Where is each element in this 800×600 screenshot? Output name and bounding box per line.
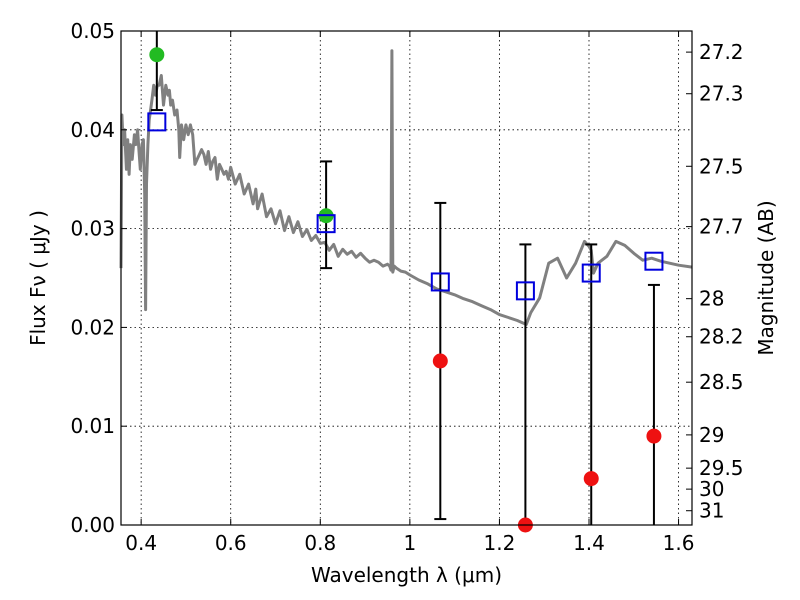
x-tick-label: 0.8 xyxy=(304,531,336,555)
model-photometry-square xyxy=(515,281,535,301)
magnitude-axis-title: Magnitude (AB) xyxy=(754,200,778,355)
y-axis-title: Flux Fν ( μJy ) xyxy=(26,210,50,346)
model-photometry-square xyxy=(147,112,167,132)
x-tick-label: 1.6 xyxy=(663,531,695,555)
model-photometry-square xyxy=(430,272,450,292)
observed-flux-point xyxy=(432,353,448,369)
magnitude-tick-label: 31 xyxy=(699,499,724,523)
x-tick-label: 1 xyxy=(403,531,416,555)
magnitude-tick-label: 29 xyxy=(699,423,724,447)
model-photometry-square xyxy=(581,263,601,283)
y-tick-label: 0.05 xyxy=(70,19,115,43)
x-axis-title: Wavelength λ (μm) xyxy=(311,563,502,587)
y-axis-ticks: 0.00 0.01 0.02 0.03 0.04 0.05 xyxy=(70,19,127,537)
observed-flux-point xyxy=(646,428,662,444)
y-tick-label: 0.03 xyxy=(70,217,115,241)
x-tick-label: 0.4 xyxy=(125,531,157,555)
magnitude-tick-label: 27.2 xyxy=(699,40,744,64)
magnitude-tick-label: 28.5 xyxy=(699,370,744,394)
model-spectrum xyxy=(119,49,693,326)
magnitude-tick-label: 28.2 xyxy=(699,325,744,349)
model-photometry-square xyxy=(316,214,336,234)
y-tick-label: 0.02 xyxy=(70,315,115,339)
plot-frame xyxy=(120,30,693,526)
x-axis-ticks: 0.4 0.6 0.8 1 1.2 1.4 1.6 xyxy=(125,31,694,555)
magnitude-tick-label: 27.3 xyxy=(699,82,744,106)
grid-lines xyxy=(121,31,692,525)
y-tick-label: 0.04 xyxy=(70,118,115,142)
model-photometry-square xyxy=(644,251,664,271)
x-tick-label: 1.4 xyxy=(573,531,605,555)
observed-flux-point xyxy=(149,47,165,63)
magnitude-tick-label: 28 xyxy=(699,287,724,311)
model-spectrum-line xyxy=(119,49,693,326)
magnitude-tick-label: 27.5 xyxy=(699,154,744,178)
observed-flux-point xyxy=(583,471,599,487)
x-tick-label: 1.2 xyxy=(484,531,516,555)
magnitude-tick-label: 30 xyxy=(699,477,724,501)
x-tick-label: 0.6 xyxy=(215,531,247,555)
magnitude-tick-label: 29.5 xyxy=(699,456,744,480)
data-points xyxy=(147,47,664,533)
magnitude-tick-label: 27.7 xyxy=(699,215,744,239)
y-tick-label: 0.00 xyxy=(70,513,115,537)
y-tick-label: 0.01 xyxy=(70,414,115,438)
